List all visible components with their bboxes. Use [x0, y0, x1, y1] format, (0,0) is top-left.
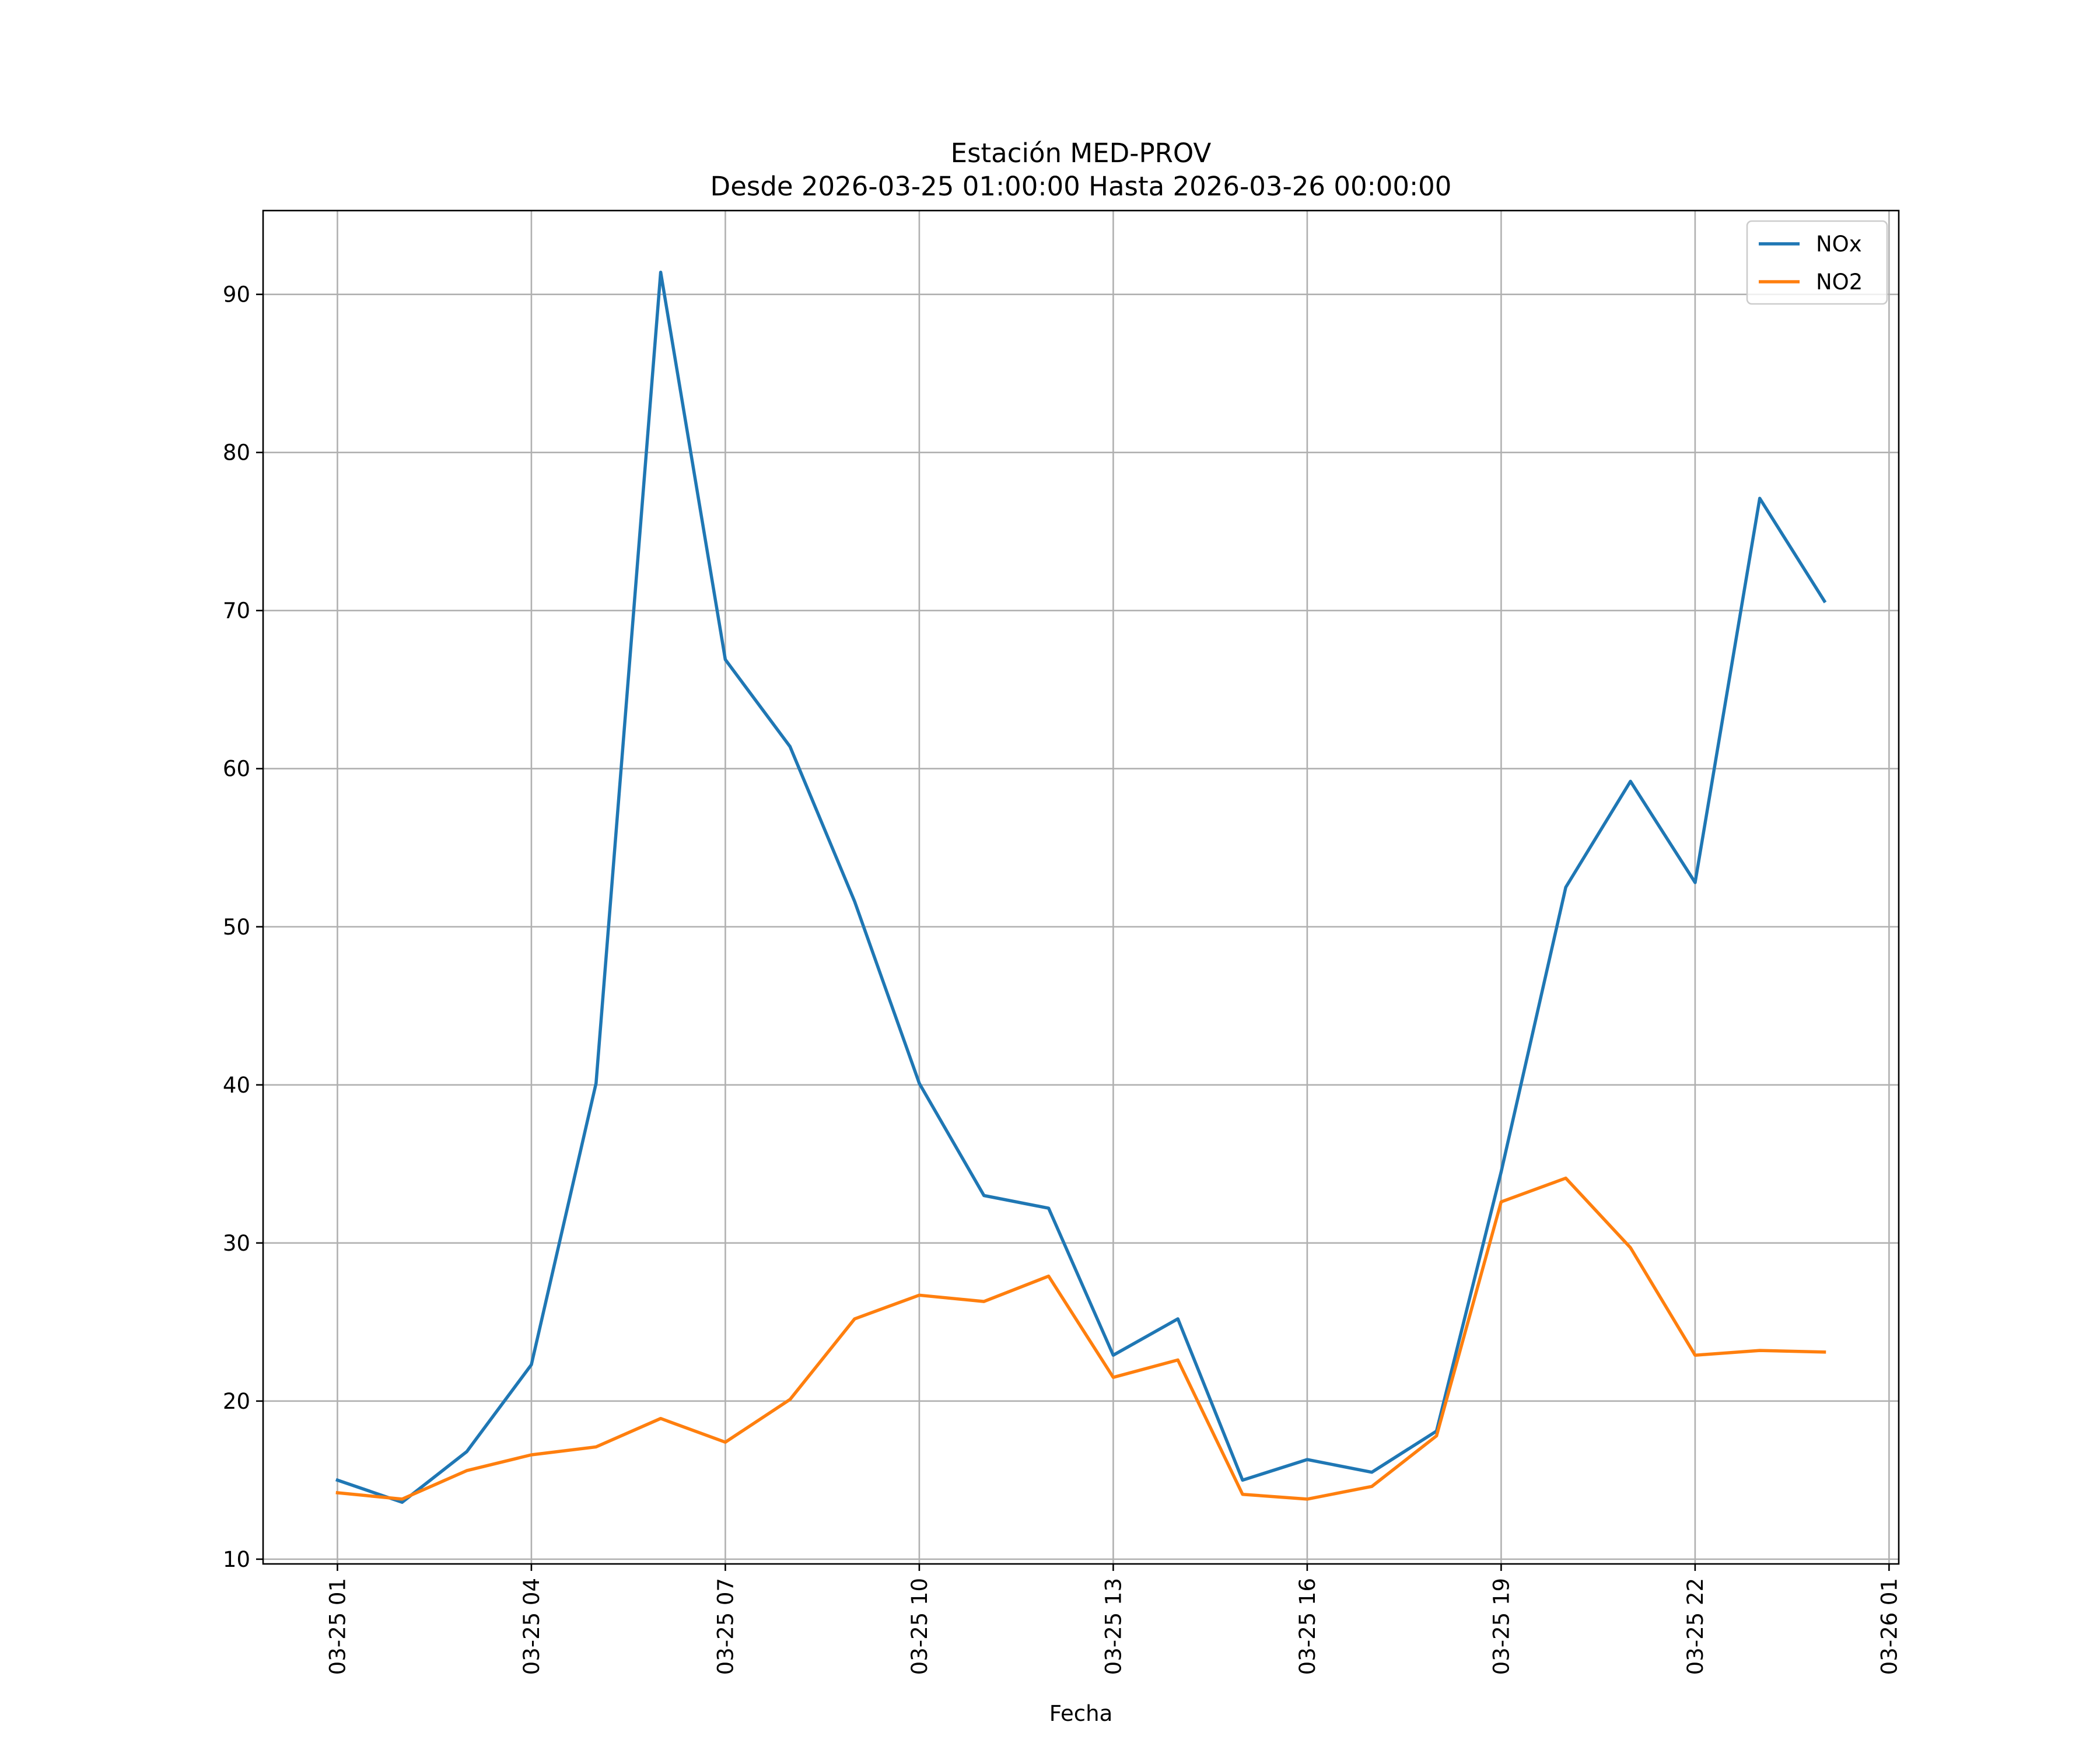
x-axis: 03-25 01 03-25 04 03-25 07 03-25 10 03-25 13… [325, 1564, 1902, 1675]
y-axis: 10 20 30 40 50 60 70 80 90 [223, 282, 263, 1572]
x-tick-label: 03-25 19 [1489, 1578, 1514, 1675]
y-tick-label: 90 [223, 282, 250, 307]
plot-frame [262, 209, 1900, 1565]
series-layer [335, 270, 1827, 1504]
x-tick-label: 03-25 04 [519, 1578, 544, 1675]
x-axis-label: Fecha [1049, 1701, 1113, 1726]
y-tick-label: 60 [223, 757, 250, 782]
chart-title: Estación MED-PROV [951, 138, 1212, 169]
y-tick-label: 50 [223, 915, 250, 940]
y-tick-label: 20 [223, 1389, 250, 1414]
y-tick-label: 70 [223, 598, 250, 624]
x-tick-label: 03-26 01 [1877, 1578, 1902, 1675]
legend: NOx NO2 [1746, 220, 1888, 305]
series-line-no2 [335, 1176, 1826, 1501]
x-tick-label: 03-25 16 [1295, 1578, 1320, 1675]
x-tick-label: 03-25 22 [1683, 1578, 1708, 1675]
x-tick-label: 03-25 13 [1101, 1578, 1126, 1675]
chart-subtitle: Desde 2026-03-25 01:00:00 Hasta 2026-03-… [710, 171, 1452, 202]
x-tick-label: 03-25 07 [713, 1578, 738, 1675]
legend-label-no2: NO2 [1816, 270, 1863, 295]
legend-label-nox: NOx [1816, 232, 1862, 257]
series-line-nox [335, 270, 1827, 1504]
x-tick-label: 03-25 01 [325, 1578, 350, 1675]
y-tick-label: 10 [223, 1547, 250, 1572]
y-tick-label: 30 [223, 1231, 250, 1256]
grid [263, 211, 1899, 1564]
y-tick-label: 80 [223, 440, 250, 466]
y-tick-label: 40 [223, 1073, 250, 1098]
x-tick-label: 03-25 10 [907, 1578, 932, 1675]
